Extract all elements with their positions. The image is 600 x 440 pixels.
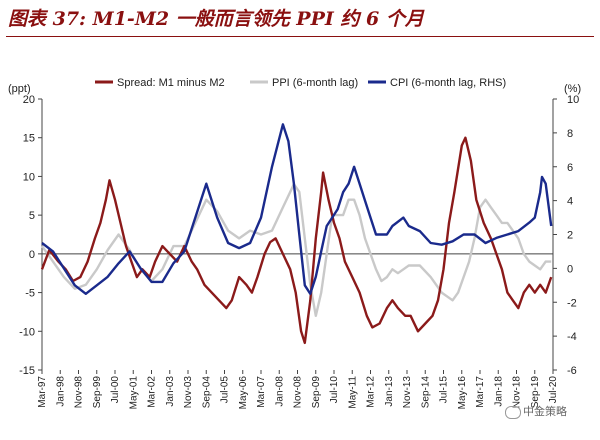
x-tick-label: Mar-97	[37, 376, 48, 408]
x-tick-label: Sep-14	[420, 376, 431, 409]
right-tick-label: -2	[567, 297, 577, 309]
x-tick-label: Jul-20	[548, 376, 559, 404]
left-tick-label: 20	[23, 94, 35, 106]
watermark: 中金策略	[505, 403, 567, 419]
x-tick-label: Nov-18	[512, 376, 523, 409]
left-tick-label: 10	[23, 171, 35, 183]
x-tick-label: Jan-13	[384, 376, 395, 407]
left-tick-label: 15	[23, 133, 35, 145]
x-tick-label: Jan-18	[493, 376, 504, 407]
x-tick-label: Jan-98	[55, 376, 66, 407]
x-tick-label: Mar-17	[475, 376, 486, 408]
legend: Spread: M1 minus M2 PPI (6-month lag) CPI …	[95, 77, 506, 89]
left-axis-unit: (ppt)	[8, 83, 31, 95]
x-tick-label: Nov-03	[183, 376, 194, 409]
x-tick-label: Nov-08	[293, 376, 304, 409]
x-tick-label: May-06	[238, 376, 249, 410]
x-tick-label: Jul-05	[220, 376, 231, 404]
x-tick-label: Jul-10	[329, 376, 340, 404]
x-tick-label: Jan-03	[165, 376, 176, 407]
right-tick-label: 6	[567, 162, 573, 174]
x-tick-label: May-16	[457, 376, 468, 410]
x-tick-label: Mar-12	[366, 376, 377, 408]
legend-label: Spread: M1 minus M2	[117, 77, 225, 89]
left-tick-label: -10	[19, 326, 35, 338]
x-tick-label: Jul-00	[110, 376, 121, 404]
wechat-icon	[505, 405, 521, 419]
right-tick-label: -4	[567, 331, 577, 343]
x-tick-label: Nov-98	[74, 376, 85, 409]
chart-title: 图表 37: M1-M2 一般而言领先 PPI 约 6 个月	[8, 8, 424, 30]
x-tick-label: Sep-09	[311, 376, 322, 409]
x-tick-label: Mar-07	[256, 376, 267, 408]
x-tick-label: Sep-04	[201, 376, 212, 409]
left-tick-label: -15	[19, 365, 35, 377]
right-tick-label: 0	[567, 263, 573, 275]
x-tick-label: Sep-19	[530, 376, 541, 409]
left-tick-label: -5	[25, 288, 35, 300]
title-rule	[6, 36, 594, 37]
right-tick-label: -6	[567, 365, 577, 377]
series-line-ppi	[41, 183, 552, 317]
left-tick-label: 5	[29, 210, 35, 222]
x-tick-label: Sep-99	[92, 376, 103, 409]
right-tick-label: 10	[567, 94, 579, 106]
series-line-spread	[40, 136, 553, 345]
x-tick-label: May-01	[128, 376, 139, 410]
right-tick-label: 2	[567, 230, 573, 242]
x-tick-label: Jul-15	[439, 376, 450, 404]
right-tick-label: 8	[567, 128, 573, 140]
x-tick-label: May-11	[347, 376, 358, 409]
x-tick-label: Nov-13	[402, 376, 413, 409]
legend-label: PPI (6-month lag)	[272, 77, 358, 89]
right-axis-unit: (%)	[564, 83, 581, 95]
x-tick-label: Mar-02	[147, 376, 158, 408]
x-tick-label: Jan-08	[274, 376, 285, 407]
series-line-cpi	[41, 123, 553, 295]
series-layer	[40, 123, 553, 345]
left-tick-label: 0	[29, 249, 35, 261]
right-tick-label: 4	[567, 196, 573, 208]
watermark-text: 中金策略	[523, 405, 567, 418]
legend-label: CPI (6-month lag, RHS)	[390, 77, 506, 89]
